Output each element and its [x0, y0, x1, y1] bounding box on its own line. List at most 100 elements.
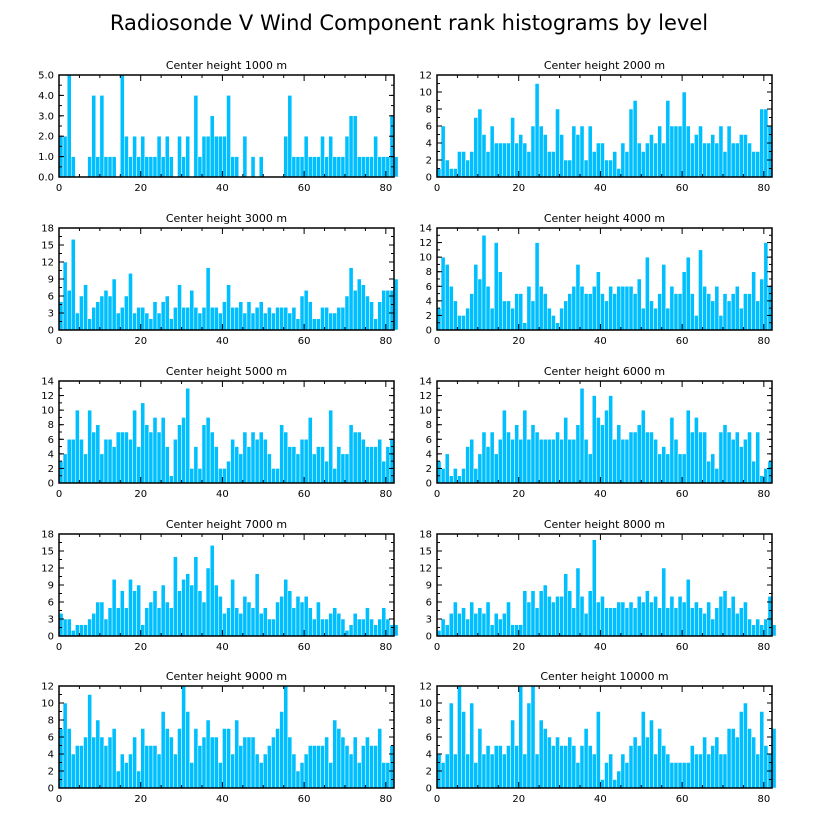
histogram-bar [461, 711, 466, 789]
histogram-bar [181, 685, 186, 789]
histogram-bar [763, 468, 769, 484]
histogram-bar [636, 142, 642, 178]
histogram-bar [624, 151, 630, 178]
histogram-bar [124, 431, 129, 484]
histogram-bar [538, 719, 544, 789]
panel-title: Center height 9000 m [166, 670, 287, 683]
histogram-bar [201, 135, 207, 178]
histogram-bar [75, 312, 80, 331]
y-tick-label: 6 [48, 733, 54, 744]
histogram-bar [579, 596, 585, 637]
histogram-bar [95, 156, 101, 178]
histogram-bar [377, 728, 382, 789]
histogram-bar [506, 601, 511, 637]
histogram-bar [344, 630, 350, 637]
histogram-bar [571, 745, 577, 789]
histogram-bar [287, 95, 293, 178]
histogram-bar [385, 446, 391, 484]
histogram-bar [287, 736, 293, 789]
histogram-bar [258, 431, 264, 484]
histogram-bar [128, 579, 133, 637]
histogram-bar [287, 590, 293, 637]
histogram-bar [465, 753, 470, 789]
histogram-bar [275, 728, 280, 789]
histogram-bar [694, 417, 699, 484]
x-tick-label: 80 [757, 794, 770, 805]
x-tick-label: 80 [379, 642, 392, 653]
histogram-bar [632, 431, 638, 484]
histogram-bar [328, 312, 333, 331]
histogram-bar [502, 300, 507, 331]
histogram-bar [152, 417, 158, 484]
y-tick-label: 15 [41, 241, 54, 252]
histogram-bar [173, 439, 178, 484]
histogram-bar [83, 736, 88, 789]
histogram-bar [702, 142, 707, 178]
y-tick-label: 14 [41, 377, 54, 388]
x-tick-label: 20 [512, 642, 525, 653]
histogram-bar [457, 475, 462, 484]
histogram-bar [751, 624, 756, 637]
histogram-bar [665, 307, 671, 331]
histogram-bar [173, 556, 178, 637]
histogram-bar [718, 596, 724, 637]
histogram-bar [222, 613, 227, 637]
histogram-panel: Center height 3000 m 0 3 6 9 12 15 18 0 20 40 60 80 [41, 212, 399, 347]
histogram-bar [579, 745, 585, 789]
histogram-bar [698, 431, 703, 484]
histogram-bar [99, 295, 105, 331]
x-tick-label: 0 [56, 183, 62, 194]
histogram-bar [189, 584, 195, 637]
histogram-bar [271, 736, 276, 789]
histogram-bar [477, 453, 483, 484]
histogram-bar [502, 409, 507, 484]
histogram-bar [209, 736, 215, 789]
histogram-bar [534, 753, 540, 789]
histogram-bar [645, 431, 650, 484]
histogram-bar [128, 273, 133, 331]
histogram-bar [238, 301, 244, 331]
histogram-bar [312, 618, 317, 637]
histogram-bar [632, 100, 638, 178]
histogram-bar [657, 728, 662, 789]
histogram-bar [730, 596, 736, 637]
histogram-bar [258, 762, 264, 789]
histogram-bar [271, 618, 276, 637]
histogram-bar [453, 753, 458, 789]
histogram-bar [522, 590, 528, 637]
histogram-bar [254, 439, 260, 484]
histogram-bar [316, 318, 321, 331]
histogram-bar [571, 607, 577, 637]
histogram-bar [361, 439, 366, 484]
histogram-bar [107, 439, 113, 484]
histogram-bar [567, 439, 573, 484]
histogram-bar [87, 618, 92, 637]
histogram-bar [173, 753, 178, 789]
histogram-bar [587, 453, 593, 484]
histogram-bar [583, 439, 589, 484]
histogram-bar [218, 135, 223, 178]
y-tick-label: 2 [426, 311, 432, 322]
histogram-bar [234, 156, 240, 178]
histogram-bar [587, 293, 593, 331]
histogram-bar [657, 607, 662, 637]
histogram-bar [120, 431, 125, 484]
x-tick-label: 40 [216, 489, 229, 500]
y-tick-label: 1.0 [38, 152, 54, 163]
histogram-bar [555, 322, 560, 331]
histogram-bar [136, 156, 141, 178]
histogram-bar [352, 431, 358, 484]
histogram-bar [181, 307, 186, 331]
histogram-bar [673, 439, 679, 484]
histogram-bar [677, 762, 683, 789]
histogram-bar [324, 307, 329, 331]
histogram-bar [645, 590, 650, 637]
histogram-bar [665, 607, 671, 637]
histogram-bar [144, 607, 150, 637]
x-tick-label: 40 [216, 183, 229, 194]
histogram-bar [132, 736, 137, 789]
histogram-bar [702, 286, 707, 331]
histogram-bar [706, 601, 711, 637]
histogram-bar [373, 745, 378, 789]
histogram-bar [246, 446, 252, 484]
